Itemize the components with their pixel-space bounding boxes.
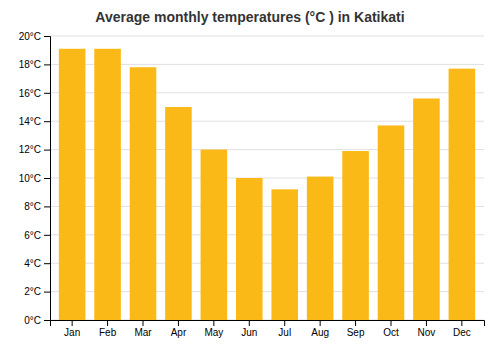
tick: 0°C bbox=[24, 315, 50, 326]
tick: 14°C bbox=[19, 116, 50, 127]
tick: Mar bbox=[134, 320, 152, 338]
tick-label: 10°C bbox=[19, 173, 41, 184]
tick-mark bbox=[44, 235, 50, 236]
tick: Jan bbox=[64, 320, 80, 338]
tick: Sep bbox=[347, 320, 365, 338]
tick-mark bbox=[44, 64, 50, 65]
tick-mark bbox=[355, 320, 356, 326]
tick-label: 2°C bbox=[24, 286, 41, 297]
tick-label: Nov bbox=[418, 327, 436, 338]
tick-label: Feb bbox=[99, 327, 117, 338]
tick-mark bbox=[426, 320, 427, 326]
bar bbox=[94, 49, 121, 320]
tick-label: 16°C bbox=[19, 88, 41, 99]
tick-mark bbox=[44, 320, 50, 321]
tick-label: Apr bbox=[171, 327, 187, 338]
tick-label: Jun bbox=[241, 327, 257, 338]
bar bbox=[342, 151, 369, 320]
title: Average monthly temperatures (°C ) in Ka… bbox=[95, 9, 404, 25]
tick: 10°C bbox=[19, 173, 50, 184]
tick-label: Dec bbox=[453, 327, 471, 338]
bar bbox=[59, 49, 86, 320]
tick-label: 18°C bbox=[19, 59, 41, 70]
tick-mark bbox=[44, 93, 50, 94]
bar bbox=[413, 98, 440, 320]
tick-label: Sep bbox=[347, 327, 365, 338]
tick-mark bbox=[44, 206, 50, 207]
tick-mark bbox=[461, 320, 462, 326]
tick-mark bbox=[44, 121, 50, 122]
tick: Apr bbox=[171, 320, 187, 338]
tick-label: 4°C bbox=[24, 258, 41, 269]
tick-mark bbox=[107, 320, 108, 326]
tick-mark bbox=[284, 320, 285, 326]
tick-label: 12°C bbox=[19, 144, 41, 155]
y-axis: 0°C 2°C 4°C 6°C 8°C 10°C 12°C 14°C 16°C 18°C 20°C bbox=[19, 31, 51, 326]
tick: Oct bbox=[383, 320, 399, 338]
tick: 6°C bbox=[24, 230, 50, 241]
tick-mark bbox=[320, 320, 321, 326]
tick-mark bbox=[44, 150, 50, 151]
tick-label: 14°C bbox=[19, 116, 41, 127]
tick-label: 0°C bbox=[24, 315, 41, 326]
bar bbox=[236, 178, 263, 320]
tick-label: Mar bbox=[134, 327, 152, 338]
tick: Jul bbox=[278, 320, 291, 338]
tick-label: 8°C bbox=[24, 201, 41, 212]
tick-mark bbox=[44, 36, 50, 37]
tick-mark bbox=[143, 320, 144, 326]
bar bbox=[130, 67, 157, 320]
tick-label: May bbox=[204, 327, 223, 338]
grid bbox=[50, 36, 484, 320]
tick: 20°C bbox=[19, 31, 50, 42]
tick: Jun bbox=[241, 320, 257, 338]
bars bbox=[59, 49, 475, 320]
tick-mark bbox=[249, 320, 250, 326]
x-axis: Jan Feb Mar Apr May Jun Jul Aug Sep Oct Nov Dec bbox=[51, 320, 485, 338]
plot: 0°C 2°C 4°C 6°C 8°C 10°C 12°C 14°C 16°C 18°C 20°C J… bbox=[19, 31, 485, 338]
tick-mark bbox=[391, 320, 392, 326]
bar bbox=[165, 107, 192, 320]
tick-mark bbox=[213, 320, 214, 326]
tick: 12°C bbox=[19, 144, 50, 155]
tick: 4°C bbox=[24, 258, 50, 269]
tick-mark bbox=[44, 178, 50, 179]
tick-mark bbox=[72, 320, 73, 326]
bar bbox=[307, 177, 334, 320]
tick: Nov bbox=[418, 320, 436, 338]
axis-line bbox=[44, 37, 51, 321]
tick: 8°C bbox=[24, 201, 50, 212]
tick: 16°C bbox=[19, 88, 50, 99]
tick: Aug bbox=[311, 320, 329, 338]
tick: 2°C bbox=[24, 286, 50, 297]
tick-label: 20°C bbox=[19, 31, 41, 42]
bar bbox=[271, 189, 298, 320]
tick-label: Aug bbox=[311, 327, 329, 338]
chart: 0°C 2°C 4°C 6°C 8°C 10°C 12°C 14°C 16°C 18°C 20°C J… bbox=[0, 0, 500, 350]
bar bbox=[449, 69, 476, 320]
grid-line bbox=[50, 36, 484, 37]
tick: May bbox=[204, 320, 223, 338]
tick-label: 6°C bbox=[24, 230, 41, 241]
tick-label: Jul bbox=[278, 327, 291, 338]
axis-line bbox=[51, 321, 485, 327]
bar bbox=[378, 125, 405, 320]
tick-mark bbox=[178, 320, 179, 326]
tick-label: Jan bbox=[64, 327, 80, 338]
tick: Feb bbox=[99, 320, 117, 338]
tick: 18°C bbox=[19, 59, 50, 70]
bar bbox=[201, 150, 228, 320]
tick-label: Oct bbox=[383, 327, 399, 338]
tick-mark bbox=[44, 292, 50, 293]
tick-mark bbox=[44, 263, 50, 264]
tick: Dec bbox=[453, 320, 471, 338]
